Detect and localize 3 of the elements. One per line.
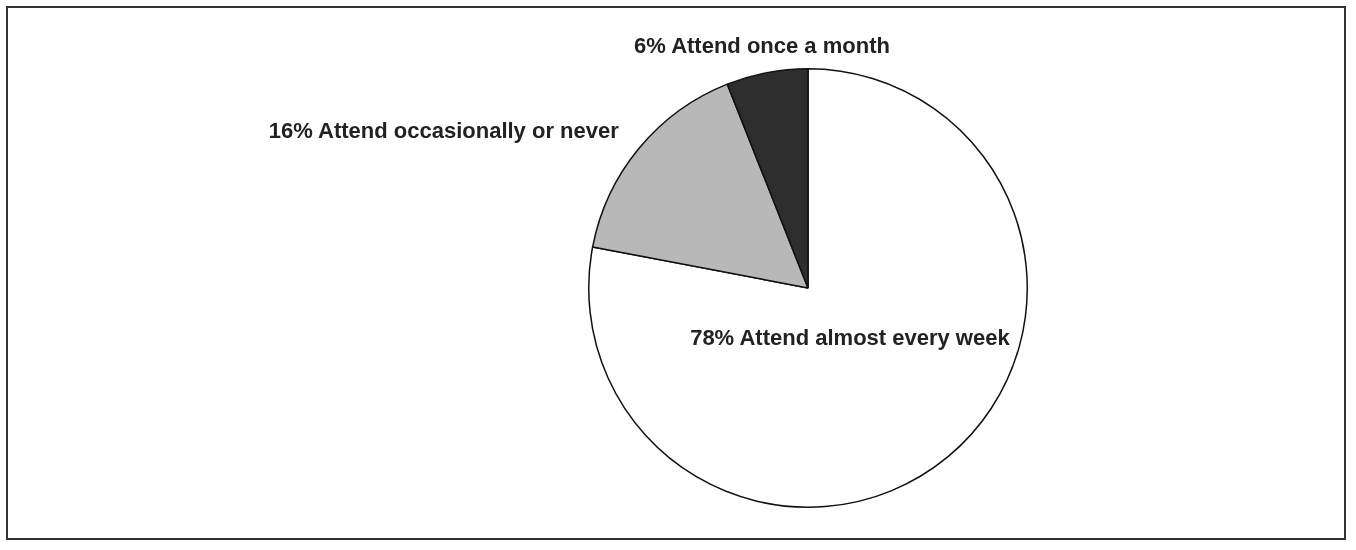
slice-label: 78% Attend almost every week (690, 324, 1011, 350)
slice-label: 16% Attend occasionally or never (268, 117, 620, 143)
slice-label: 6% Attend once a month (634, 32, 890, 58)
